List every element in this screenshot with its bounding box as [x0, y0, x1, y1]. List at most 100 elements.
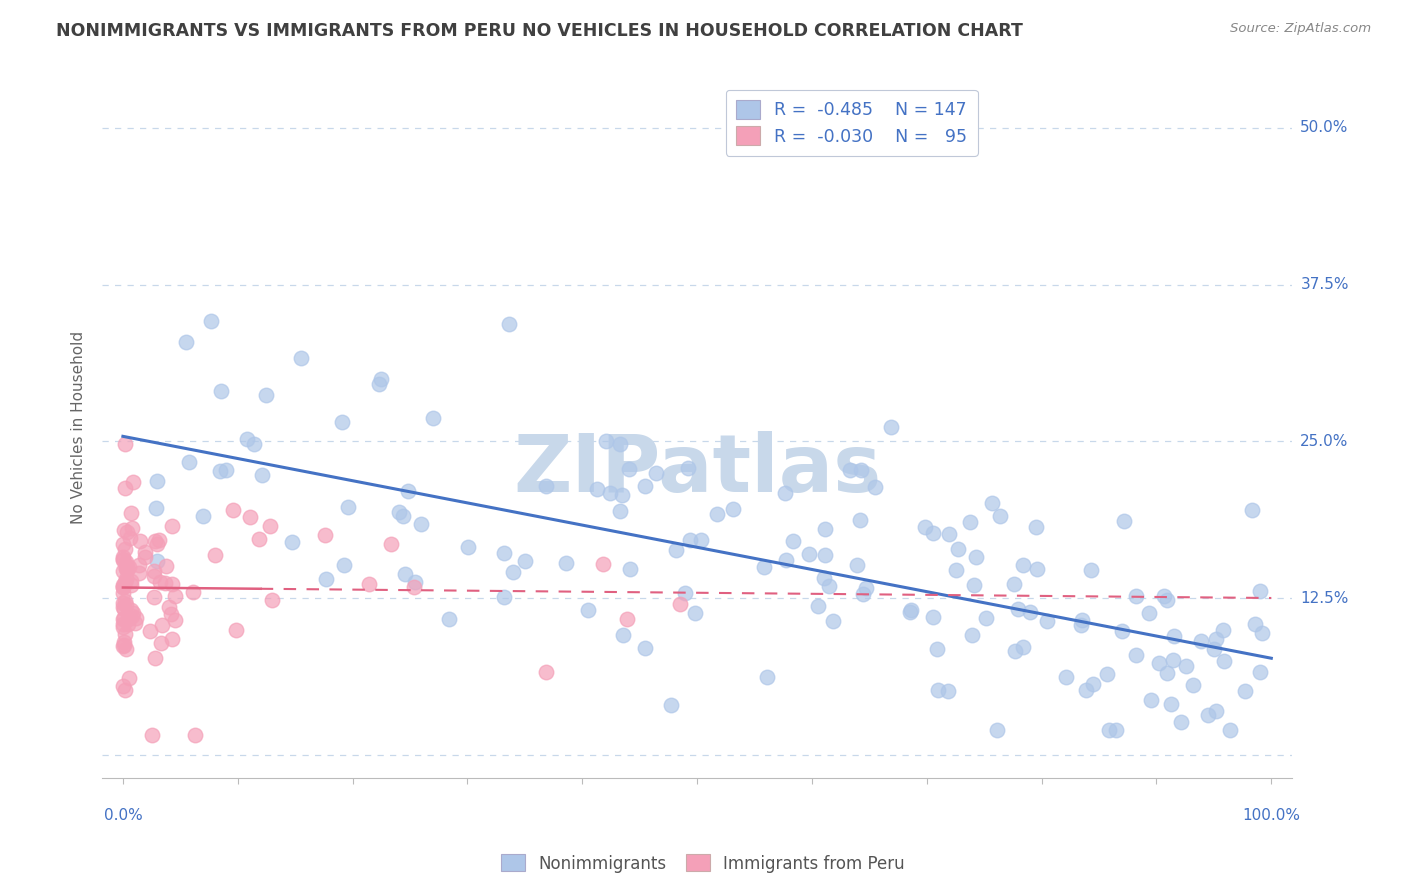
Point: [437, 611, 460, 625]
Point: [634, 641, 657, 656]
Point: [120, 574, 142, 588]
Point: [1182, 678, 1205, 692]
Point: [394, 567, 416, 582]
Point: [134, 550, 156, 565]
Point: [846, 558, 869, 572]
Point: [1007, 602, 1029, 616]
Point: [404, 575, 426, 590]
Point: [502, 566, 524, 580]
Point: [388, 505, 411, 519]
Point: [118, 671, 141, 685]
Point: [849, 512, 872, 526]
Point: [1241, 502, 1264, 516]
Point: [112, 552, 135, 566]
Point: [1204, 642, 1226, 657]
Point: [1012, 558, 1035, 573]
Legend: Nonimmigrants, Immigrants from Peru: Nonimmigrants, Immigrants from Peru: [495, 847, 911, 880]
Point: [111, 617, 134, 632]
Point: [492, 591, 515, 605]
Point: [112, 639, 135, 653]
Point: [1070, 617, 1092, 632]
Point: [1212, 654, 1234, 668]
Point: [690, 533, 713, 547]
Text: ZIPatlas: ZIPatlas: [513, 431, 882, 508]
Point: [668, 598, 690, 612]
Point: [243, 437, 266, 451]
Point: [963, 578, 986, 592]
Point: [357, 577, 380, 591]
Point: [114, 572, 136, 586]
Point: [1161, 653, 1184, 667]
Point: [111, 620, 134, 634]
Point: [592, 557, 614, 571]
Point: [145, 554, 167, 568]
Point: [160, 607, 183, 621]
Point: [665, 543, 688, 558]
Point: [813, 571, 835, 585]
Point: [986, 723, 1008, 738]
Point: [111, 599, 134, 614]
Point: [921, 526, 943, 541]
Point: [120, 532, 142, 546]
Point: [128, 566, 150, 580]
Point: [337, 500, 360, 514]
Point: [855, 582, 877, 596]
Point: [160, 577, 183, 591]
Point: [153, 576, 176, 591]
Point: [1074, 682, 1097, 697]
Point: [191, 508, 214, 523]
Point: [659, 698, 682, 712]
Point: [112, 611, 135, 625]
Text: 100.0%: 100.0%: [1243, 808, 1301, 823]
Point: [117, 616, 139, 631]
Point: [112, 578, 135, 592]
Point: [1249, 584, 1271, 599]
Point: [422, 411, 444, 425]
Point: [634, 478, 657, 492]
Point: [114, 594, 136, 608]
Point: [114, 634, 136, 648]
Point: [595, 434, 617, 449]
Text: 0.0%: 0.0%: [104, 808, 142, 823]
Point: [988, 508, 1011, 523]
Point: [200, 314, 222, 328]
Point: [1153, 589, 1175, 603]
Point: [586, 482, 609, 496]
Point: [1002, 576, 1025, 591]
Point: [1137, 606, 1160, 620]
Text: 37.5%: 37.5%: [1301, 277, 1348, 292]
Point: [1083, 676, 1105, 690]
Point: [927, 641, 949, 656]
Point: [959, 515, 981, 529]
Point: [314, 528, 336, 542]
Point: [965, 549, 987, 564]
Point: [121, 521, 143, 535]
Point: [1080, 563, 1102, 577]
Point: [1219, 723, 1241, 738]
Point: [145, 651, 167, 665]
Point: [204, 548, 226, 562]
Point: [222, 502, 245, 516]
Point: [1026, 562, 1049, 576]
Point: [402, 580, 425, 594]
Point: [259, 519, 281, 533]
Point: [610, 488, 633, 502]
Point: [111, 536, 134, 550]
Point: [1036, 614, 1059, 628]
Point: [927, 683, 949, 698]
Point: [945, 563, 967, 577]
Point: [752, 560, 775, 574]
Text: Source: ZipAtlas.com: Source: ZipAtlas.com: [1230, 22, 1371, 36]
Point: [111, 564, 134, 578]
Point: [114, 561, 136, 575]
Point: [333, 558, 356, 573]
Point: [290, 351, 312, 365]
Point: [1111, 624, 1133, 638]
Point: [515, 553, 537, 567]
Point: [114, 682, 136, 697]
Point: [181, 584, 204, 599]
Point: [1097, 723, 1119, 738]
Point: [1189, 634, 1212, 648]
Point: [142, 569, 165, 583]
Point: [281, 534, 304, 549]
